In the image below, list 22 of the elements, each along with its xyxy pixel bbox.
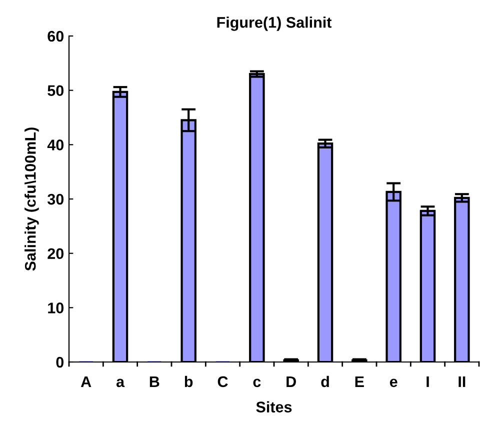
y-tick-label: 60	[48, 30, 64, 42]
y-tick-label: 20	[48, 248, 64, 260]
x-tick-label: A	[80, 376, 92, 387]
x-tick-label: b	[184, 376, 193, 388]
x-tick-label: C	[218, 376, 228, 388]
x-tick-label: B	[150, 376, 160, 387]
x-tick-label: e	[390, 378, 398, 388]
x-tick-label: E	[355, 376, 364, 387]
y-tick-label: 50	[48, 85, 64, 96]
y-tick-label: 30	[48, 194, 64, 205]
chart-title: Figure(1) Salinit	[217, 16, 332, 31]
y-axis-title: Salinity (cfu\100mL)	[24, 128, 39, 271]
x-tick-label: a	[116, 378, 125, 388]
x-tick-label: II	[458, 376, 466, 387]
x-tick-label: I	[426, 376, 429, 387]
y-tick-label: 40	[47, 140, 64, 150]
x-tick-label: c	[253, 378, 261, 388]
x-axis-title: Sites	[256, 401, 292, 412]
x-tick-label: d	[321, 376, 329, 388]
y-tick-label: 0	[56, 356, 64, 368]
y-tick-label: 10	[48, 302, 64, 314]
x-tick-label: D	[286, 376, 296, 387]
